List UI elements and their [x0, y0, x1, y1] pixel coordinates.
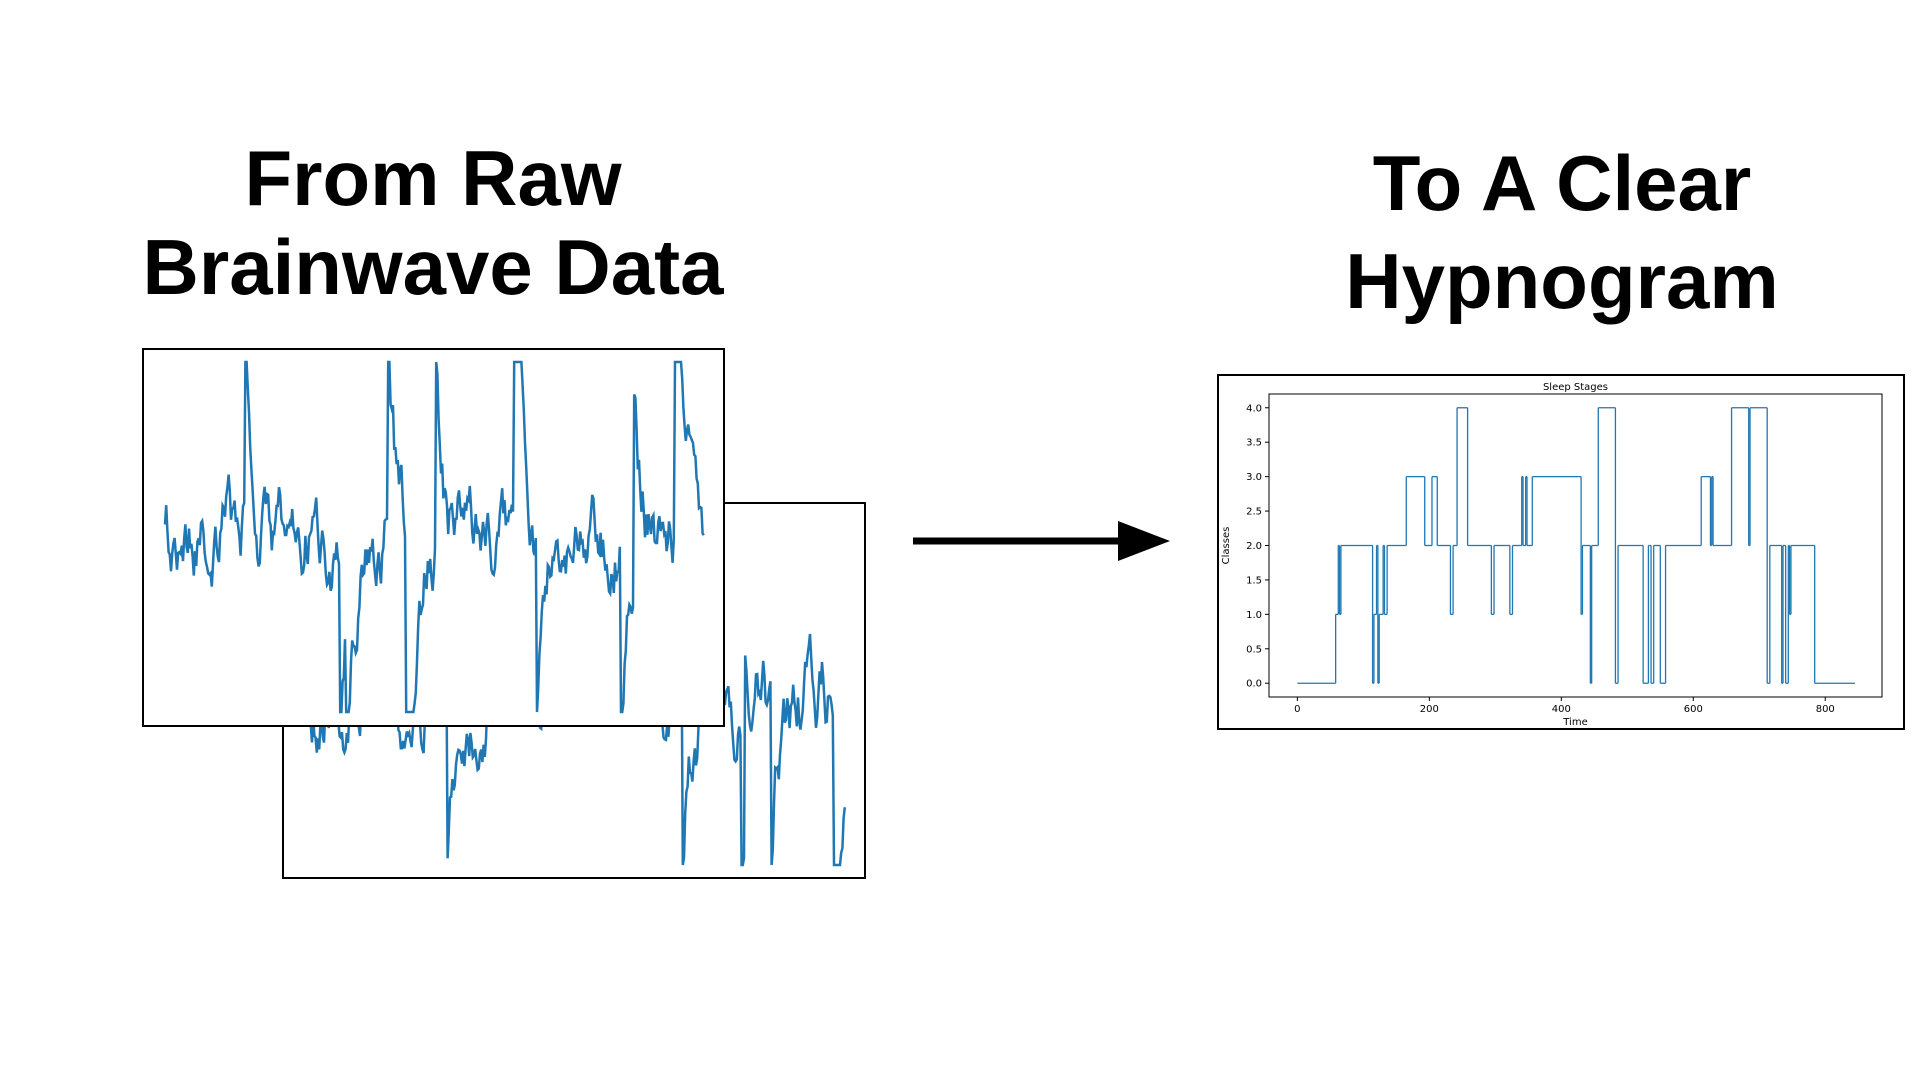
y-tick-label: 4.0: [1246, 403, 1262, 414]
x-tick-label: 0: [1294, 704, 1300, 715]
right-heading-line: Hypnogram: [1345, 237, 1778, 325]
y-tick-label: 0.0: [1246, 679, 1262, 690]
y-axis-label: Classes: [1221, 527, 1232, 565]
x-axis-label: Time: [1562, 717, 1587, 728]
x-tick-label: 600: [1684, 704, 1703, 715]
y-tick-label: 1.5: [1246, 575, 1262, 586]
x-tick-label: 200: [1420, 704, 1439, 715]
eeg-trace: [163, 360, 705, 714]
arrow: [913, 521, 1170, 561]
left-heading-line: Brainwave Data: [143, 223, 725, 311]
left-heading-line: From Raw: [244, 134, 621, 222]
x-tick-label: 400: [1552, 704, 1571, 715]
right-heading-line: To A Clear: [1373, 139, 1752, 227]
x-tick-label: 800: [1816, 704, 1835, 715]
hypnogram-frame: [1217, 374, 1905, 730]
y-tick-label: 1.0: [1246, 610, 1262, 621]
raw-eeg-panel: [142, 348, 725, 727]
y-tick-label: 3.5: [1246, 438, 1262, 449]
y-tick-label: 0.5: [1246, 644, 1262, 655]
y-tick-label: 2.5: [1246, 507, 1262, 518]
y-tick-label: 2.0: [1246, 541, 1262, 552]
y-tick-label: 3.0: [1246, 472, 1262, 483]
chart-title: Sleep Stages: [1543, 382, 1608, 393]
